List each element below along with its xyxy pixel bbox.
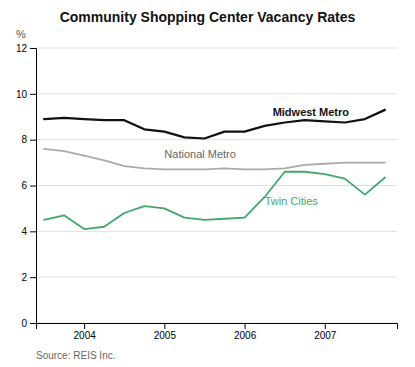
y-tick: 4 (21, 226, 36, 237)
title: Community Shopping Center Vacancy Rates (60, 9, 356, 25)
y-tick-mark (30, 323, 36, 324)
y-tick: 2 (21, 272, 36, 283)
x-axis: 2004 2005 2006 2007 (37, 323, 398, 341)
x-tick: 2006 (234, 323, 257, 341)
y-tick-label: 6 (21, 180, 27, 191)
y-axis-label: % (16, 28, 26, 40)
x-tick-label: 2007 (314, 330, 337, 341)
annotation: National Metro (164, 148, 236, 160)
y-tick-label: 0 (21, 318, 27, 329)
x-tick-mark (164, 323, 165, 329)
y-tick-label: 12 (16, 43, 28, 54)
y-tick-mark (30, 140, 36, 141)
y-tick-label: 10 (16, 89, 28, 100)
y-tick-mark (30, 231, 36, 232)
grid-line (36, 231, 397, 232)
y-tick-mark (30, 48, 36, 49)
x-tick-label: 2006 (234, 330, 257, 341)
x-axis-line (37, 324, 398, 330)
y-tick: 10 (16, 89, 36, 100)
annotation: Midwest Metro (273, 106, 350, 118)
grid-line (36, 277, 397, 278)
plot: 2004 2005 2006 2007 0 2 4 6 8 10 12 Midwest Metro Na… (16, 43, 398, 341)
x-tick: 2007 (314, 323, 337, 341)
chart: 2004 2005 2006 2007 0 2 4 6 8 10 12 Midwest Metro Na… (0, 0, 415, 367)
y-axis-line (30, 49, 37, 324)
y-tick-mark (30, 186, 36, 187)
source: Source: REIS Inc. (36, 350, 115, 361)
annotation: Twin Cities (265, 195, 319, 207)
series-line (44, 172, 385, 229)
x-tick-label: 2004 (74, 330, 97, 341)
grid-line (36, 48, 397, 49)
lines (44, 110, 385, 229)
y-tick-mark (30, 94, 36, 95)
y-tick-label: 8 (21, 134, 27, 145)
grid-line (36, 139, 397, 140)
y-tick: 8 (21, 134, 36, 145)
y-tick: 0 (21, 318, 36, 329)
y-tick-label: 4 (21, 226, 27, 237)
x-tick-mark (325, 323, 326, 329)
x-tick-mark (245, 323, 246, 329)
x-tick: 2004 (74, 323, 97, 341)
y-axis: 0 2 4 6 8 10 12 (16, 43, 37, 329)
y-tick-label: 2 (21, 272, 27, 283)
grid (36, 48, 397, 323)
grid-line (36, 93, 397, 94)
x-tick: 2005 (154, 323, 177, 341)
grid-line (36, 185, 397, 186)
y-tick: 6 (21, 180, 36, 191)
annotations: Midwest Metro National Metro Twin Cities (164, 106, 349, 207)
series-line (44, 149, 385, 170)
x-tick-mark (84, 323, 85, 329)
x-tick-label: 2005 (154, 330, 177, 341)
y-tick-mark (30, 277, 36, 278)
y-tick: 12 (16, 43, 36, 54)
